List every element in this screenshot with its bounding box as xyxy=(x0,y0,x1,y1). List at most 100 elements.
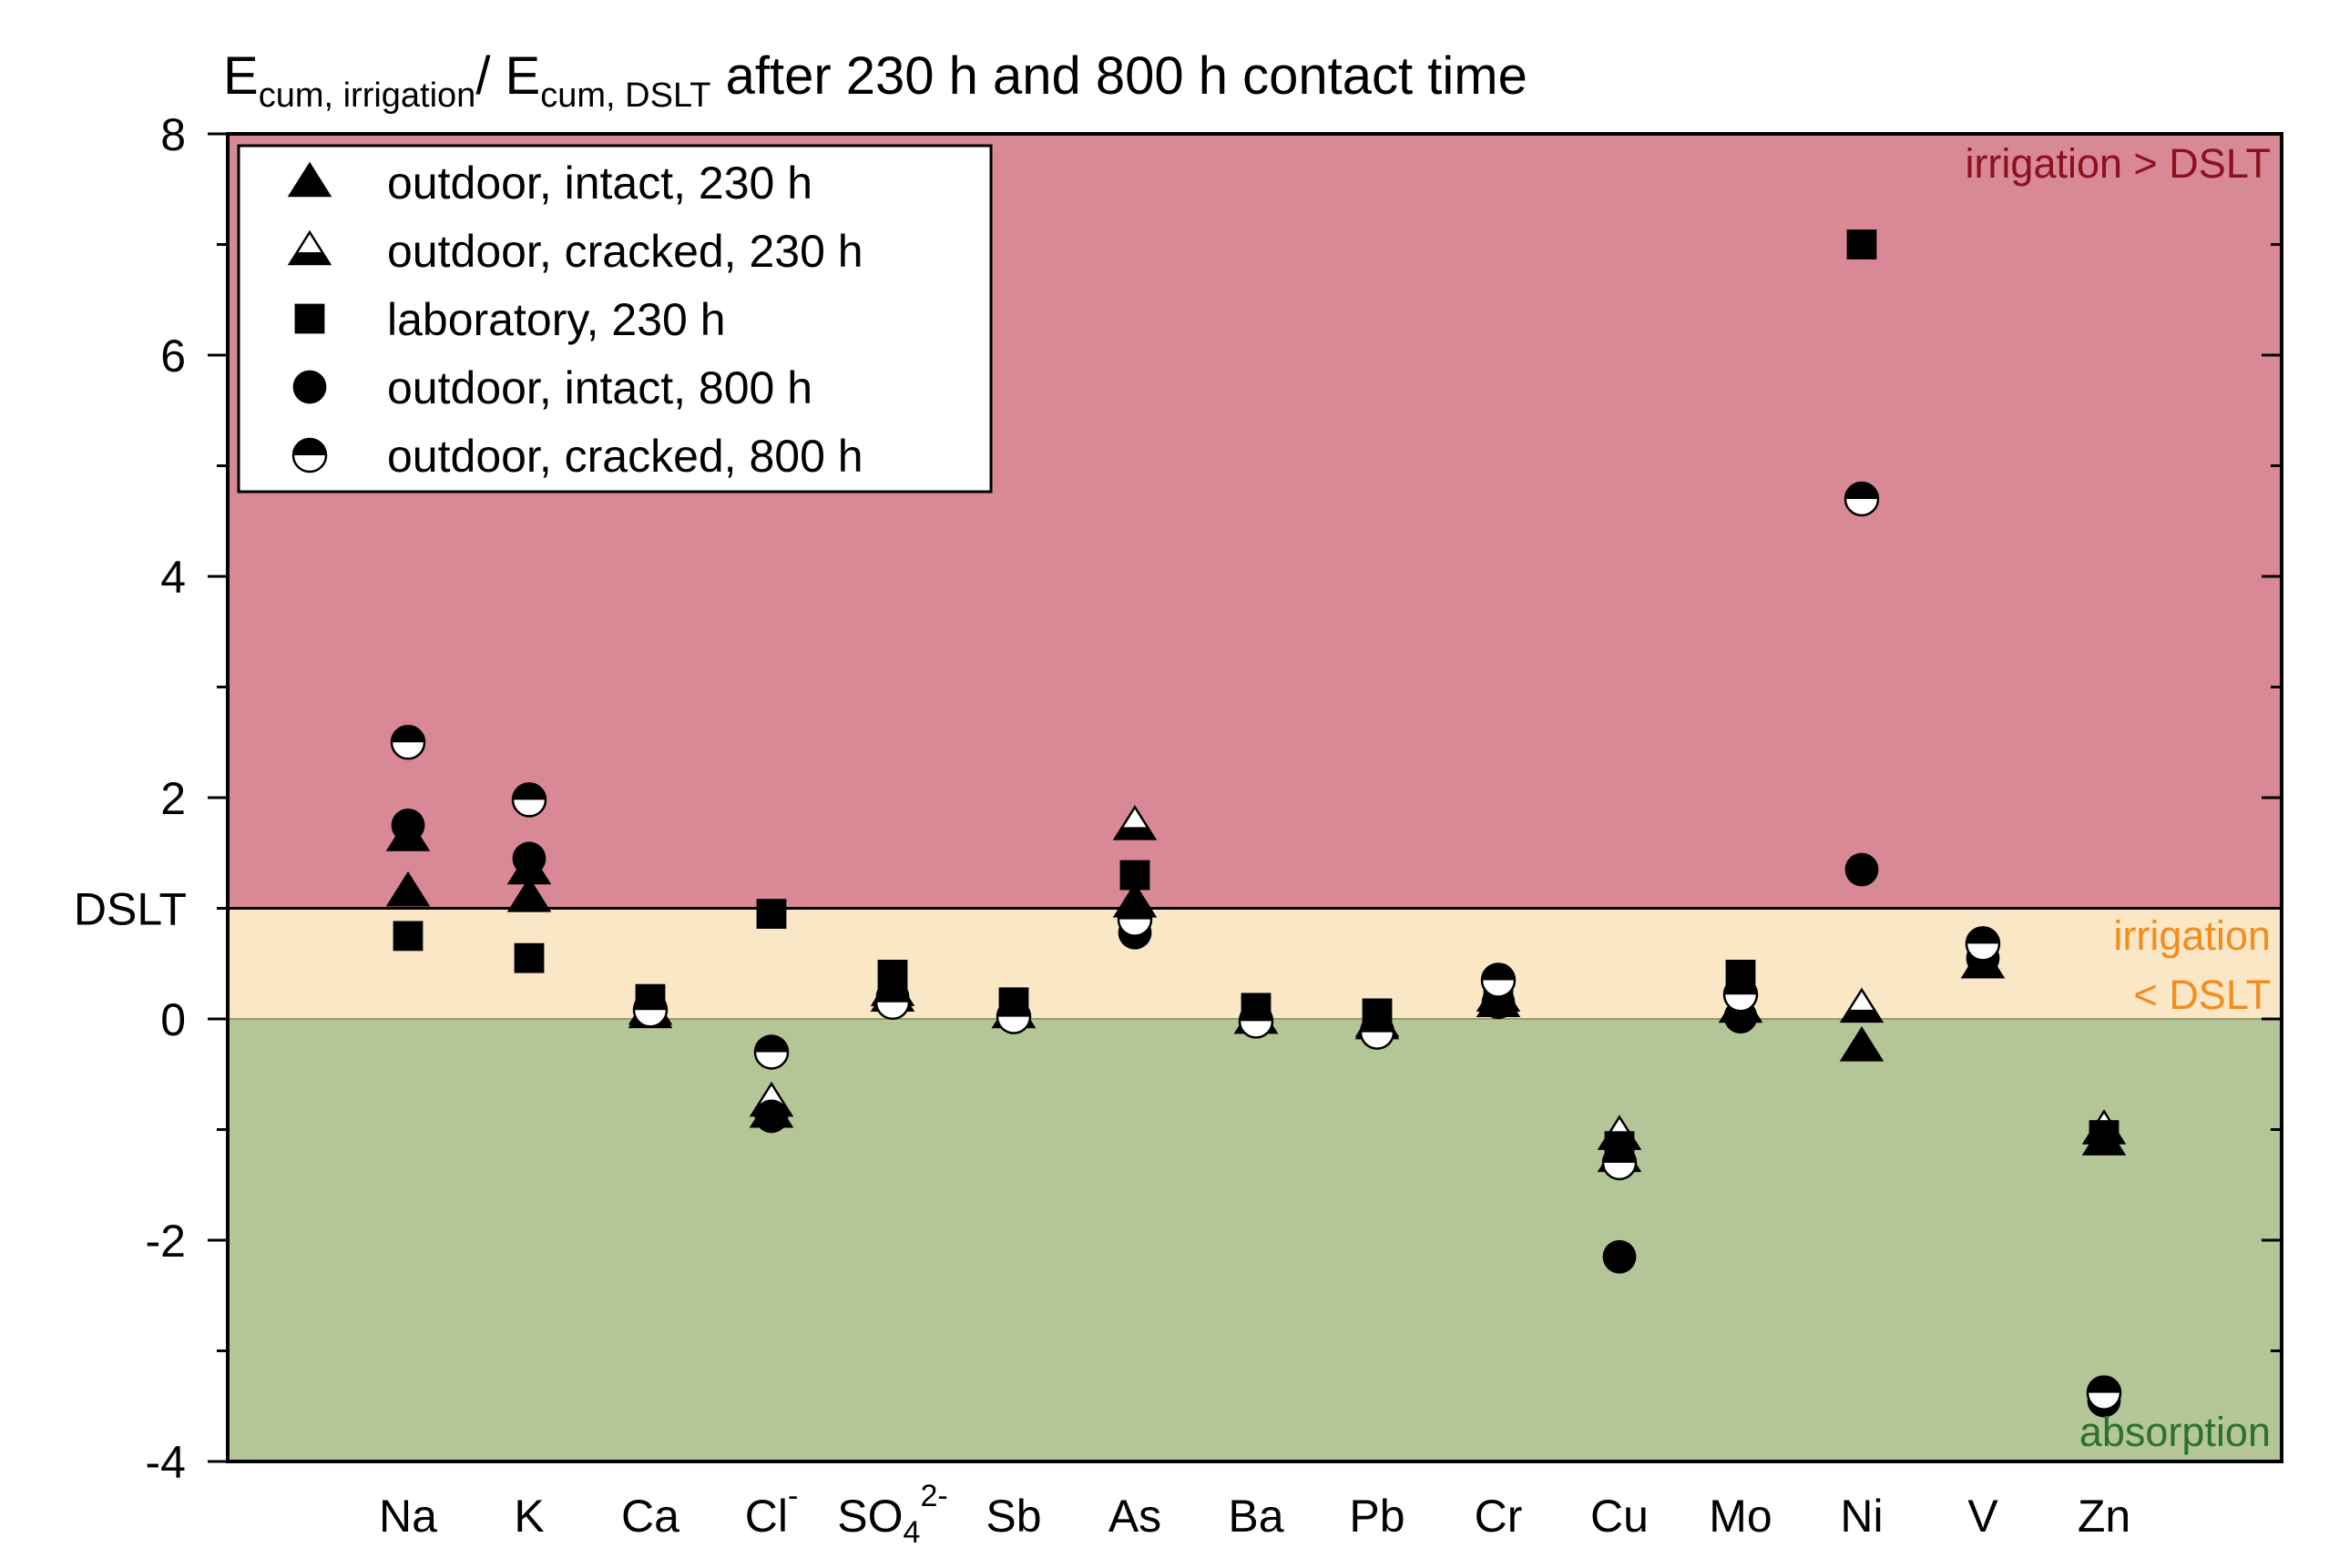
legend: outdoor, intact, 230 h outdoor, cracked, … xyxy=(237,144,993,494)
x-tick-label: Cu xyxy=(1590,1491,1649,1542)
cat-main: Cl xyxy=(745,1491,788,1542)
x-tick-label: Zn xyxy=(2078,1491,2130,1542)
data-point xyxy=(512,841,546,876)
data-point xyxy=(506,877,552,912)
data-point-fill xyxy=(509,871,549,883)
data-point-fill xyxy=(876,985,909,1003)
zone-absorption xyxy=(228,1019,2282,1461)
data-point xyxy=(393,921,424,952)
data-point-fill xyxy=(1603,1145,1636,1163)
x-tick-label: K xyxy=(514,1491,544,1542)
data-point xyxy=(1846,229,1877,260)
data-point xyxy=(754,1099,789,1134)
zone-label-irrigation-greater: irrigation > DSLT xyxy=(1965,140,2271,187)
legend-label: laboratory, 230 h xyxy=(387,294,726,345)
cat-sup: - xyxy=(788,1479,798,1513)
cat-main: Cr xyxy=(1475,1491,1523,1542)
data-point-fill xyxy=(1361,1015,1394,1033)
cat-sub: 4 xyxy=(904,1515,921,1550)
x-tick-label: Mo xyxy=(1709,1491,1772,1542)
data-point-fill xyxy=(513,783,546,800)
cat-main: Zn xyxy=(2078,1491,2130,1542)
legend-label: outdoor, cracked, 230 h xyxy=(387,226,863,277)
cat-main: Mo xyxy=(1709,1491,1772,1542)
zone-label-irrigation-less: irrigation xyxy=(2113,912,2271,959)
y-tick-label: 6 xyxy=(160,331,186,382)
legend-box xyxy=(237,144,993,494)
title-sub: cum, DSLT xyxy=(540,76,710,115)
x-tick-label: Ni xyxy=(1840,1491,1883,1542)
points-layer xyxy=(385,229,2127,1418)
cat-main: V xyxy=(1967,1491,1998,1542)
data-point-fill xyxy=(1482,963,1515,981)
cat-main: Pb xyxy=(1349,1491,1404,1542)
y-tick-label: -4 xyxy=(146,1437,186,1488)
series-4 xyxy=(390,481,2122,1410)
data-point-fill xyxy=(1724,978,1757,995)
x-tick-label: V xyxy=(1967,1491,1998,1542)
title-part: / E xyxy=(475,46,540,106)
legend-label: outdoor, intact, 800 h xyxy=(387,362,812,413)
x-tick-label: Cl- xyxy=(745,1479,799,1542)
legend-marker xyxy=(287,161,332,198)
chart-title: Ecum, irrigation/ Ecum, DSLT after 230 h… xyxy=(223,46,1527,115)
data-point xyxy=(1839,1026,1884,1062)
axes-layer xyxy=(208,132,2283,1463)
legend-marker-fill xyxy=(290,252,330,264)
data-point-fill xyxy=(1240,1004,1272,1022)
title-part: after 230 h and 800 h contact time xyxy=(710,46,1527,106)
title-sub: cum, irrigation xyxy=(259,76,476,115)
y-tick-label: 8 xyxy=(160,109,186,160)
legend-marker xyxy=(292,370,327,404)
data-point xyxy=(391,808,425,842)
cat-main: Ca xyxy=(621,1491,679,1542)
data-point-fill xyxy=(1966,927,1999,944)
cat-sup: 2- xyxy=(920,1479,947,1513)
cat-main: K xyxy=(514,1491,544,1542)
data-point xyxy=(385,871,431,907)
x-tick-label: Cr xyxy=(1475,1491,1523,1542)
data-point-fill xyxy=(1115,827,1155,840)
data-point xyxy=(1602,1239,1637,1274)
cat-main: As xyxy=(1108,1491,1161,1542)
x-tick-label: As xyxy=(1108,1491,1161,1542)
x-tick-label: Na xyxy=(379,1491,437,1542)
data-point-fill xyxy=(1845,482,1878,499)
cat-main: Ni xyxy=(1840,1491,1883,1542)
zones-layer xyxy=(228,134,2282,1461)
title-part: E xyxy=(223,46,259,106)
legend-marker xyxy=(294,303,325,334)
data-point-fill xyxy=(392,726,424,743)
data-point xyxy=(1844,852,1879,887)
data-point xyxy=(1119,860,1150,891)
cat-main: Na xyxy=(379,1491,437,1542)
text-layer: irrigation > DSLT irrigation < DSLT absorpt… xyxy=(74,46,2271,1550)
dslt-label: DSLT xyxy=(74,884,187,935)
data-point-fill xyxy=(634,993,667,1011)
cat-main: Cu xyxy=(1590,1491,1649,1542)
cat-main: Ba xyxy=(1228,1491,1283,1542)
x-tick-label: Sb xyxy=(986,1491,1041,1542)
data-point-fill xyxy=(1842,1009,1882,1022)
x-tick-label: Ba xyxy=(1228,1491,1283,1542)
legend-label: outdoor, cracked, 800 h xyxy=(387,431,863,482)
data-point-fill xyxy=(2088,1376,2120,1393)
y-tick-label: 4 xyxy=(160,552,186,603)
y-tick-label: -2 xyxy=(146,1216,186,1267)
legend-marker-fill xyxy=(293,439,326,455)
zone-label-irrigation-less: < DSLT xyxy=(2134,972,2271,1018)
data-point-fill xyxy=(1118,902,1151,920)
cat-main: Sb xyxy=(986,1491,1041,1542)
y-tick-label: 2 xyxy=(160,773,186,824)
legend-label: outdoor, intact, 230 h xyxy=(387,158,812,209)
x-tick-label: Ca xyxy=(621,1491,679,1542)
data-point-fill xyxy=(388,838,428,850)
zone-label-absorption: absorption xyxy=(2079,1409,2271,1455)
data-point-fill xyxy=(755,1035,788,1053)
data-point xyxy=(514,942,545,973)
data-point-fill xyxy=(997,1000,1030,1017)
data-point xyxy=(2089,1120,2119,1150)
y-tick-label: 0 xyxy=(160,994,186,1045)
